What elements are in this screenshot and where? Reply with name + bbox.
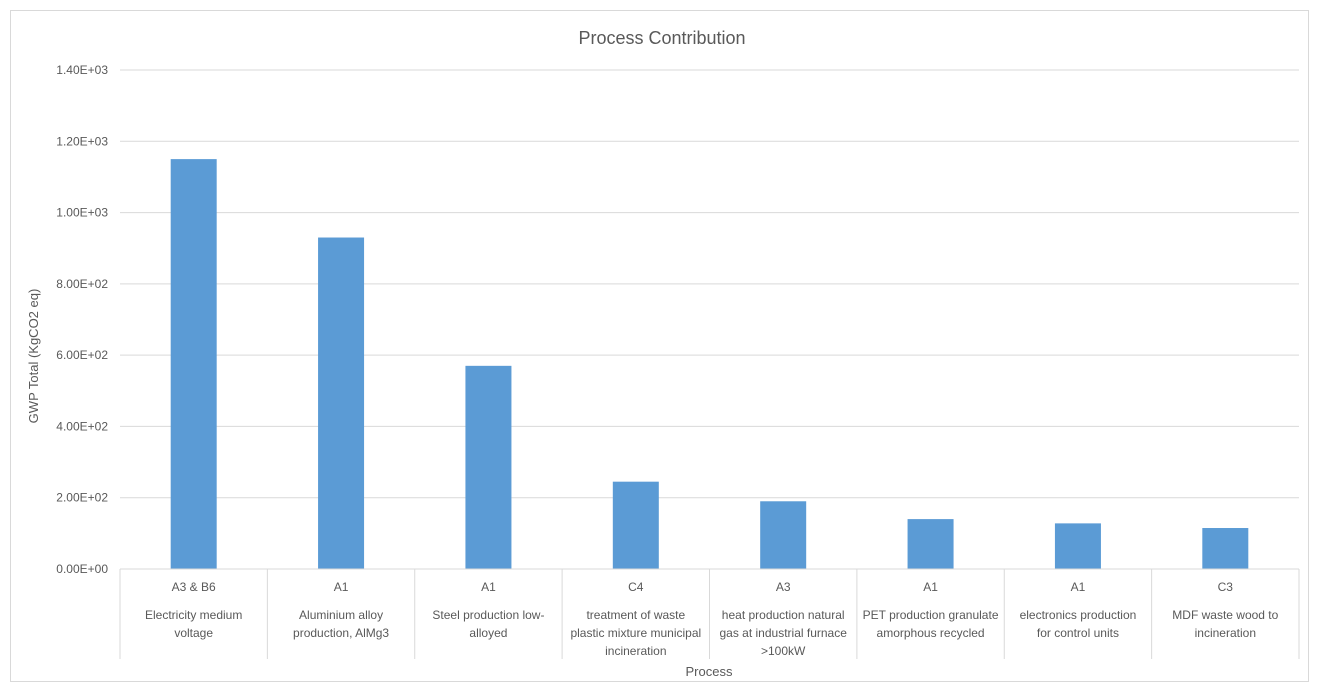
y-axis-ticks: 0.00E+00 2.00E+02 4.00E+02 6.00E+02 8.00E+02…	[56, 63, 108, 576]
category-name-label: MDF waste wood to	[1172, 608, 1278, 622]
chart-title: Process Contribution	[578, 28, 745, 48]
category-stage-label: A1	[923, 580, 938, 594]
category-name-label: plastic mixture municipal	[570, 626, 701, 640]
category-stage-label: A1	[334, 580, 349, 594]
category-name-label: amorphous recycled	[877, 626, 985, 640]
bar	[318, 237, 365, 569]
category-name-label: gas at industrial furnace	[719, 626, 847, 640]
x-axis: A3 & B6 Electricity medium voltage A1 Alumin…	[119, 568, 1300, 659]
y-tick-label: 0.00E+00	[56, 562, 108, 576]
y-tick-label: 1.40E+03	[56, 63, 108, 77]
bar	[760, 501, 807, 569]
y-tick-label: 8.00E+02	[56, 277, 108, 291]
bar	[170, 159, 217, 569]
y-tick-label: 2.00E+02	[56, 491, 108, 505]
bar	[1054, 523, 1101, 569]
category-stage-label: A1	[481, 580, 496, 594]
category-name-label: treatment of waste	[586, 608, 685, 622]
y-tick-label: 4.00E+02	[56, 419, 108, 433]
category-name-label: Steel production low-	[432, 608, 544, 622]
category-name-label: incineration	[1195, 626, 1256, 640]
bar	[1202, 528, 1249, 569]
y-axis-title: GWP Total (KgCO2 eq)	[26, 289, 41, 424]
category-name-label: for control units	[1037, 626, 1119, 640]
category-name-label: alloyed	[469, 626, 507, 640]
x-axis-title: Process	[686, 664, 733, 679]
category-stage-label: A3	[776, 580, 791, 594]
y-tick-label: 1.00E+03	[56, 206, 108, 220]
category-name-label: Aluminium alloy	[299, 608, 383, 622]
category-stage-label: A3 & B6	[172, 580, 216, 594]
category-name-label: PET production granulate	[863, 608, 999, 622]
category-name-label: incineration	[605, 644, 666, 658]
chart-frame	[10, 10, 1309, 682]
category-name-label: production, AlMg3	[293, 626, 389, 640]
category-name-label: voltage	[174, 626, 213, 640]
category-name-label: >100kW	[761, 644, 806, 658]
category-name-label: Electricity medium	[145, 608, 242, 622]
y-tick-label: 6.00E+02	[56, 348, 108, 362]
category-name-label: electronics production	[1020, 608, 1137, 622]
category-stage-label: C4	[628, 580, 644, 594]
category-stage-label: C3	[1218, 580, 1234, 594]
y-tick-label: 1.20E+03	[56, 134, 108, 148]
bars	[170, 159, 1249, 569]
gridlines	[120, 69, 1299, 499]
category-stage-label: A1	[1071, 580, 1086, 594]
bar	[907, 519, 954, 569]
category-name-label: heat production natural	[722, 608, 845, 622]
bar	[465, 365, 512, 569]
bar	[612, 481, 659, 569]
